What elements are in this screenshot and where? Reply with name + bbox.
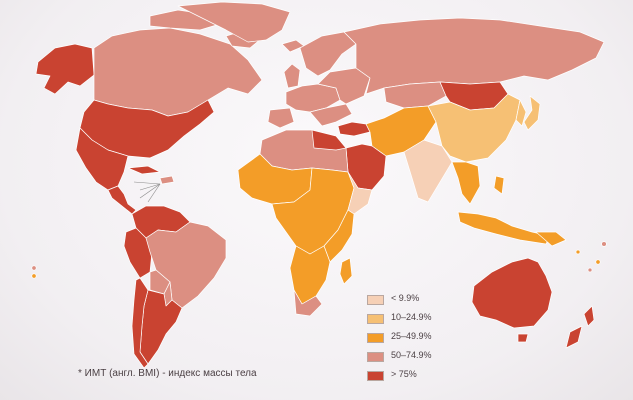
legend-label: > 75% xyxy=(391,369,417,379)
footnote: * ИМТ (англ. BMI) - индекс массы тела xyxy=(78,368,257,379)
legend: < 9.9% 10–24.9% 25–49.9% 50–74.9% > 75% xyxy=(367,292,457,387)
legend-label: 50–74.9% xyxy=(391,350,432,360)
brazil[interactable] xyxy=(145,221,227,309)
australia[interactable] xyxy=(471,257,553,329)
south-africa[interactable] xyxy=(293,289,323,317)
scandinavia[interactable] xyxy=(299,31,357,77)
russia[interactable] xyxy=(343,17,605,95)
legend-label: 25–49.9% xyxy=(391,331,432,341)
legend-item: > 75% xyxy=(367,368,457,387)
pacific-island-5[interactable] xyxy=(587,267,593,273)
legend-item: < 9.9% xyxy=(367,292,457,311)
korea[interactable] xyxy=(515,99,527,127)
legend-label: < 9.9% xyxy=(391,293,420,303)
western-europe[interactable] xyxy=(285,83,341,113)
legend-item: 10–24.9% xyxy=(367,311,457,330)
caribbean-islands[interactable] xyxy=(159,175,175,185)
turkey[interactable] xyxy=(337,121,371,137)
japan[interactable] xyxy=(523,95,541,131)
greenland[interactable] xyxy=(177,1,291,43)
india[interactable] xyxy=(403,139,453,203)
china[interactable] xyxy=(427,93,521,163)
legend-label: 10–24.9% xyxy=(391,312,432,322)
legend-swatch xyxy=(367,371,384,381)
central-america[interactable] xyxy=(107,185,137,215)
legend-item: 25–49.9% xyxy=(367,330,457,349)
papua-new-guinea[interactable] xyxy=(535,231,567,247)
eastern-europe[interactable] xyxy=(317,67,371,105)
philippines[interactable] xyxy=(493,175,505,195)
southeast-asia[interactable] xyxy=(451,161,481,205)
caribbean-callout xyxy=(133,181,161,203)
kazakhstan[interactable] xyxy=(383,81,447,109)
egypt[interactable] xyxy=(311,129,347,151)
legend-item: 50–74.9% xyxy=(367,349,457,368)
pacific-island-4[interactable] xyxy=(595,259,601,265)
alaska[interactable] xyxy=(35,43,95,95)
uk-ireland[interactable] xyxy=(283,63,301,89)
legend-swatch xyxy=(367,352,384,362)
legend-swatch xyxy=(367,333,384,343)
pacific-island-6[interactable] xyxy=(575,249,581,255)
pacific-island-3[interactable] xyxy=(601,241,607,247)
chile[interactable] xyxy=(131,277,149,369)
southern-africa[interactable] xyxy=(289,245,331,305)
iberia[interactable] xyxy=(267,107,295,129)
pacific-island-2[interactable] xyxy=(31,273,37,279)
italy-balkans[interactable] xyxy=(309,103,353,127)
new-zealand[interactable] xyxy=(565,305,595,349)
legend-swatch xyxy=(367,314,384,324)
cuba[interactable] xyxy=(127,165,161,175)
legend-swatch xyxy=(367,295,384,305)
tasmania[interactable] xyxy=(517,333,529,343)
madagascar[interactable] xyxy=(339,257,353,285)
indonesia[interactable] xyxy=(457,211,551,245)
pacific-island-1[interactable] xyxy=(31,265,37,271)
horn-of-africa[interactable] xyxy=(347,171,373,215)
